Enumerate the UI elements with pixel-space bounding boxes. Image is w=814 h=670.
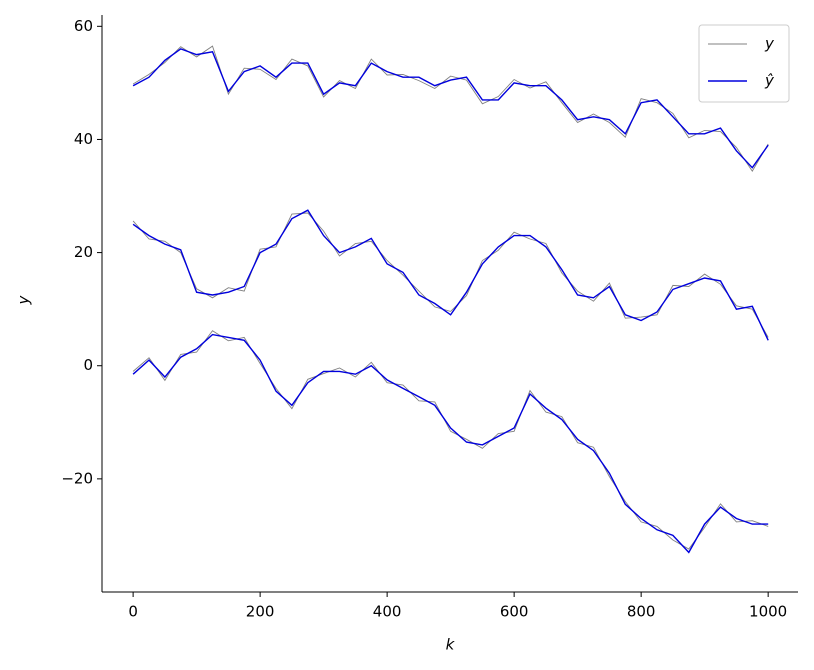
legend-label: ŷ xyxy=(764,72,775,90)
x-tick-label: 600 xyxy=(500,603,529,621)
line xyxy=(132,333,769,554)
line xyxy=(132,330,769,550)
line xyxy=(132,45,769,172)
legend-label: y xyxy=(764,35,775,53)
y-tick-label: 20 xyxy=(74,243,93,261)
y-axis-label: y xyxy=(15,294,33,305)
x-tick-label: 400 xyxy=(373,603,402,621)
line xyxy=(132,48,769,169)
line xyxy=(132,212,769,338)
x-tick-label: 800 xyxy=(627,603,656,621)
x-tick-label: 200 xyxy=(246,603,275,621)
line xyxy=(132,209,769,341)
y-tick-label: −20 xyxy=(61,469,93,487)
y-tick-label: 60 xyxy=(74,17,93,35)
x-tick-label: 0 xyxy=(128,603,138,621)
x-axis-label: k xyxy=(446,636,456,654)
y-tick-label: 0 xyxy=(83,356,93,374)
x-tick-label: 1000 xyxy=(749,603,787,621)
legend-box xyxy=(698,24,790,103)
y-tick-label: 40 xyxy=(74,130,93,148)
